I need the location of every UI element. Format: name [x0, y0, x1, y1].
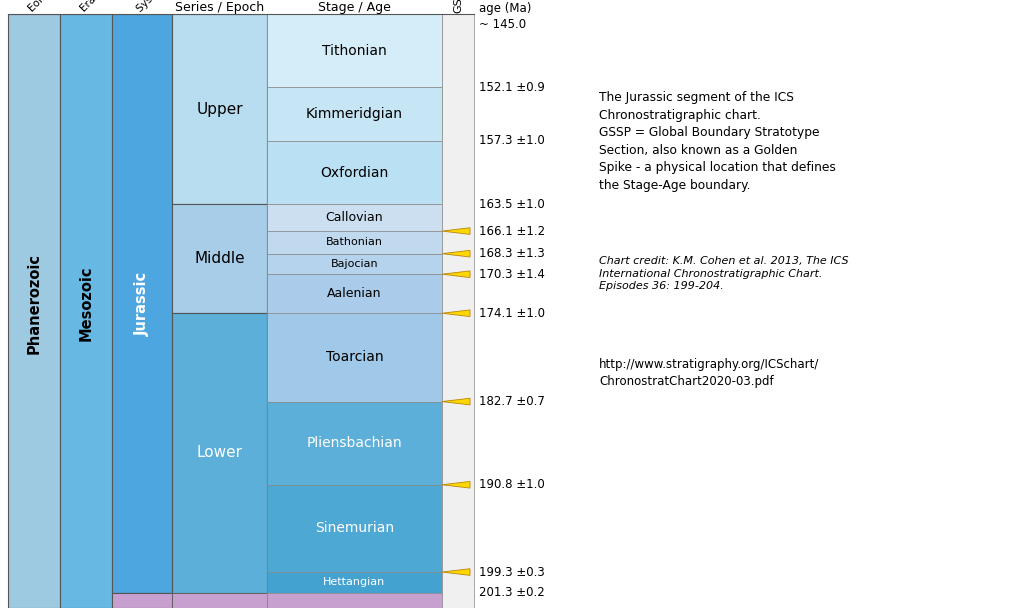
Text: Lower: Lower — [197, 446, 243, 460]
Bar — [267, 88, 442, 140]
Bar — [267, 274, 442, 313]
Text: GSSP: GSSP — [453, 0, 463, 13]
Text: Upper: Upper — [197, 102, 243, 117]
Text: Stage / Age: Stage / Age — [318, 1, 391, 13]
Bar — [267, 572, 442, 593]
Bar — [267, 15, 442, 88]
Text: Pliensbachian: Pliensbachian — [306, 436, 402, 450]
Text: 199.3 ±0.3: 199.3 ±0.3 — [479, 565, 545, 579]
Text: Bathonian: Bathonian — [326, 237, 383, 247]
Text: Kimmeridgian: Kimmeridgian — [306, 107, 403, 121]
Text: 166.1 ±1.2: 166.1 ±1.2 — [479, 224, 545, 238]
Bar — [172, 15, 267, 204]
Text: Callovian: Callovian — [326, 211, 383, 224]
Polygon shape — [442, 482, 470, 488]
Bar — [442, 15, 474, 608]
Bar — [267, 401, 442, 485]
Text: Phanerozoic: Phanerozoic — [27, 253, 42, 354]
Text: Bajocian: Bajocian — [331, 259, 378, 269]
Polygon shape — [442, 250, 470, 257]
Bar — [172, 593, 267, 608]
Text: Oxfordian: Oxfordian — [321, 165, 389, 179]
Bar — [267, 231, 442, 254]
Text: 168.3 ±1.3: 168.3 ±1.3 — [479, 247, 545, 260]
Bar — [267, 140, 442, 204]
Bar — [112, 593, 172, 608]
Polygon shape — [442, 568, 470, 575]
Text: 174.1 ±1.0: 174.1 ±1.0 — [479, 307, 545, 320]
Text: http://www.stratigraphy.org/ICSchart/
ChronostratChart2020-03.pdf: http://www.stratigraphy.org/ICSchart/ Ch… — [599, 359, 819, 388]
Text: 152.1 ±0.9: 152.1 ±0.9 — [479, 81, 545, 94]
Text: Mesozoic: Mesozoic — [79, 266, 93, 341]
Polygon shape — [442, 398, 470, 405]
Text: numerical
age (Ma)
~ 145.0: numerical age (Ma) ~ 145.0 — [479, 0, 539, 31]
Text: 157.3 ±1.0: 157.3 ±1.0 — [479, 134, 545, 147]
Bar — [267, 593, 442, 608]
Polygon shape — [442, 271, 470, 278]
Text: Middle: Middle — [195, 251, 245, 266]
Polygon shape — [442, 310, 470, 317]
Bar — [267, 254, 442, 274]
Bar — [8, 15, 60, 608]
Text: Hettangian: Hettangian — [324, 578, 386, 587]
Bar — [60, 15, 112, 608]
Text: The Jurassic segment of the ICS
Chronostratigraphic chart.
GSSP = Global Boundar: The Jurassic segment of the ICS Chronost… — [599, 91, 836, 192]
Text: Chart credit: K.M. Cohen et al. 2013, The ICS
International Chronostratigraphic : Chart credit: K.M. Cohen et al. 2013, Th… — [599, 256, 849, 291]
Bar — [267, 485, 442, 572]
Bar — [267, 204, 442, 231]
Bar — [172, 204, 267, 313]
Text: 182.7 ±0.7: 182.7 ±0.7 — [479, 395, 545, 408]
Text: Series / Epoch: Series / Epoch — [175, 1, 264, 13]
Bar — [172, 313, 267, 593]
Text: Eonothem / Eon: Eonothem / Eon — [27, 0, 92, 14]
Text: Toarcian: Toarcian — [326, 350, 383, 364]
Bar — [8, 0, 474, 15]
Text: 201.3 ±0.2: 201.3 ±0.2 — [479, 586, 545, 599]
Text: Jurassic: Jurassic — [134, 271, 150, 336]
Text: Aalenian: Aalenian — [328, 287, 382, 300]
Text: Erathem / Era: Erathem / Era — [79, 0, 137, 14]
Polygon shape — [442, 228, 470, 235]
Text: 163.5 ±1.0: 163.5 ±1.0 — [479, 198, 545, 211]
Text: System / Period: System / Period — [135, 0, 200, 14]
Bar — [112, 15, 172, 593]
Text: 170.3 ±1.4: 170.3 ±1.4 — [479, 268, 545, 281]
Text: Tithonian: Tithonian — [323, 44, 387, 58]
Text: Sinemurian: Sinemurian — [315, 522, 394, 536]
Text: 190.8 ±1.0: 190.8 ±1.0 — [479, 478, 545, 491]
Bar — [267, 313, 442, 401]
